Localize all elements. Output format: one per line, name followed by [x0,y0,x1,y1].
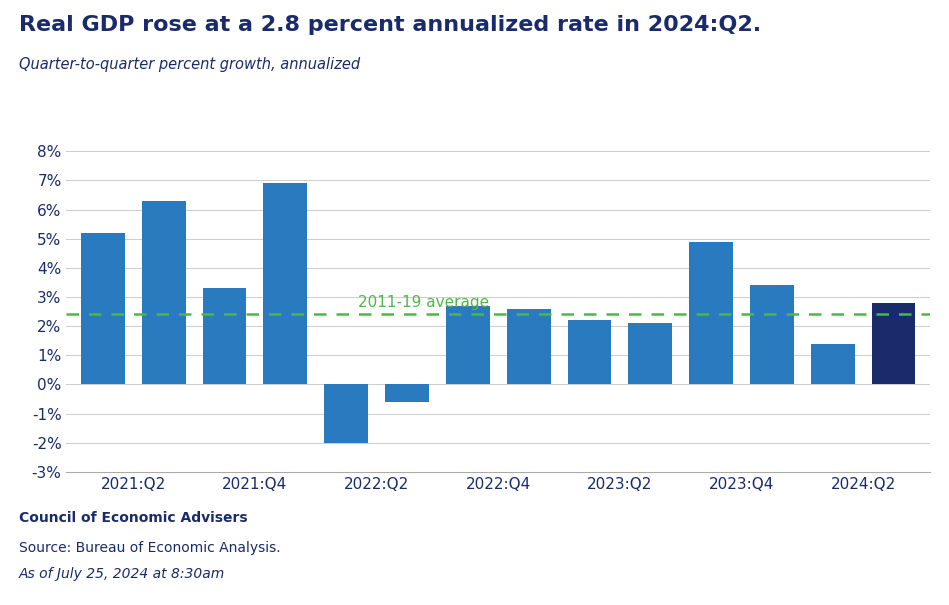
Bar [81,233,125,384]
Bar [385,384,429,402]
Bar [628,323,672,384]
Bar [750,286,793,384]
Bar [810,344,855,384]
Bar [141,201,186,384]
Text: Council of Economic Advisers: Council of Economic Advisers [19,511,248,525]
Text: Source: Bureau of Economic Analysis.: Source: Bureau of Economic Analysis. [19,541,281,555]
Bar [507,309,550,384]
Bar [203,288,247,384]
Text: As of July 25, 2024 at 8:30am: As of July 25, 2024 at 8:30am [19,567,225,581]
Bar [446,306,490,384]
Bar [689,241,733,384]
Bar [871,303,916,384]
Bar [325,384,368,443]
Bar [568,320,611,384]
Text: Real GDP rose at a 2.8 percent annualized rate in 2024:Q2.: Real GDP rose at a 2.8 percent annualize… [19,15,761,35]
Text: 2011-19 average: 2011-19 average [359,295,490,310]
Text: Quarter-to-quarter percent growth, annualized: Quarter-to-quarter percent growth, annua… [19,57,360,73]
Bar [264,183,307,384]
